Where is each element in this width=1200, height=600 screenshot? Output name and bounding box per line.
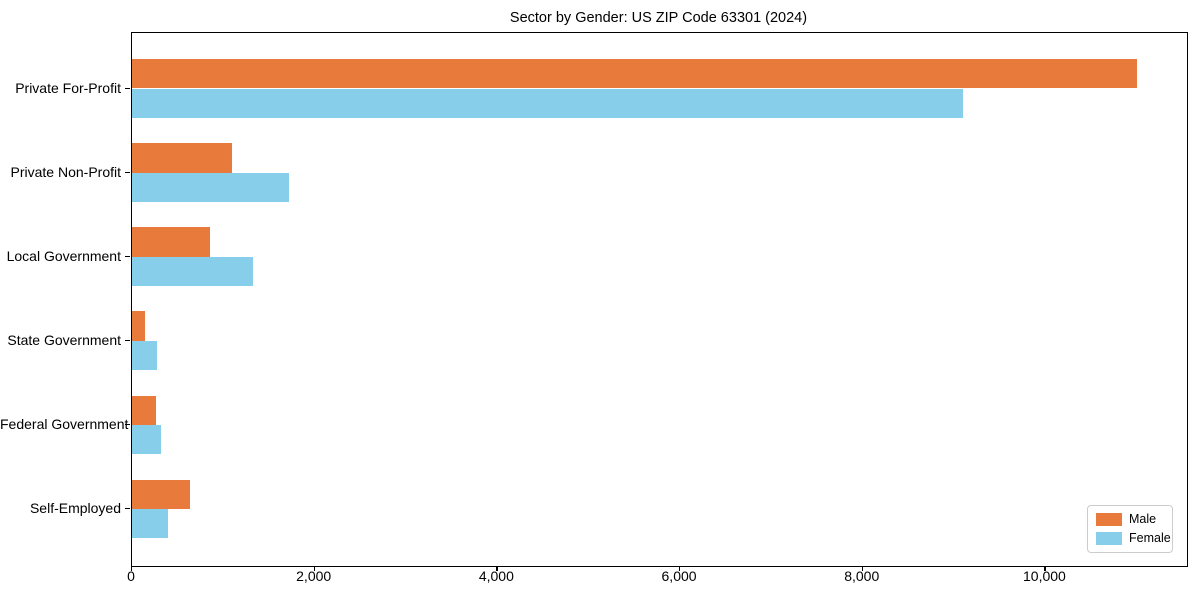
x-tick-label-0: 0 <box>127 568 135 584</box>
x-tick-mark <box>131 566 133 571</box>
legend-item-male: Male <box>1096 513 1164 526</box>
y-tick-label-federal-government: Federal Government <box>0 415 129 432</box>
legend-label-female: Female <box>1129 531 1171 546</box>
bar-male-self-employed <box>132 479 191 509</box>
bar-female-federal-government <box>132 424 161 455</box>
y-tick-mark <box>125 171 130 173</box>
chart-title: Sector by Gender: US ZIP Code 63301 (202… <box>509 10 808 26</box>
legend: Male Female <box>1087 505 1173 553</box>
y-tick-mark <box>125 508 130 510</box>
x-tick-label-4000: 4,000 <box>478 568 514 584</box>
y-tick-label-local-government: Local Government <box>6 247 121 264</box>
bar-female-self-employed <box>132 509 168 539</box>
x-tick-label-8000: 8,000 <box>844 568 880 584</box>
x-tick-mark <box>496 566 498 571</box>
y-tick-mark <box>125 87 130 89</box>
legend-item-female: Female <box>1096 532 1171 545</box>
y-tick-mark <box>125 423 130 426</box>
bar-female-private-for-profit <box>132 88 964 118</box>
y-tick-label-private-non-profit: Private Non-Profit <box>10 163 121 180</box>
plot-area <box>131 32 1188 567</box>
bar-male-private-non-profit <box>132 143 232 173</box>
x-tick-label-6000: 6,000 <box>661 568 697 584</box>
bar-male-state-government <box>132 311 145 341</box>
legend-swatch-female <box>1096 532 1122 545</box>
legend-swatch-male <box>1096 513 1122 526</box>
bar-male-federal-government <box>132 395 156 425</box>
y-tick-mark <box>125 339 130 341</box>
y-tick-label-self-employed: Self-Employed <box>29 500 121 516</box>
x-tick-label-10000: 10,000 <box>1022 568 1066 584</box>
y-axis-labels: Private For-Profit Private Non-Profit Loca… <box>0 0 129 600</box>
bar-female-state-government <box>132 340 157 371</box>
x-tick-mark <box>313 566 315 571</box>
x-tick-mark <box>861 566 863 571</box>
y-tick-label-private-for-profit: Private For-Profit <box>15 79 121 96</box>
bar-female-local-government <box>132 256 253 287</box>
bar-male-local-government <box>132 227 210 257</box>
legend-label-male: Male <box>1129 512 1157 527</box>
y-tick-mark <box>125 255 130 257</box>
y-tick-label-state-government: State Government <box>7 331 121 348</box>
bar-male-private-for-profit <box>132 59 1137 89</box>
x-tick-mark <box>1044 566 1046 571</box>
x-tick-mark <box>679 566 681 571</box>
x-tick-label-2000: 2,000 <box>296 568 332 584</box>
bar-female-private-non-profit <box>132 172 290 202</box>
